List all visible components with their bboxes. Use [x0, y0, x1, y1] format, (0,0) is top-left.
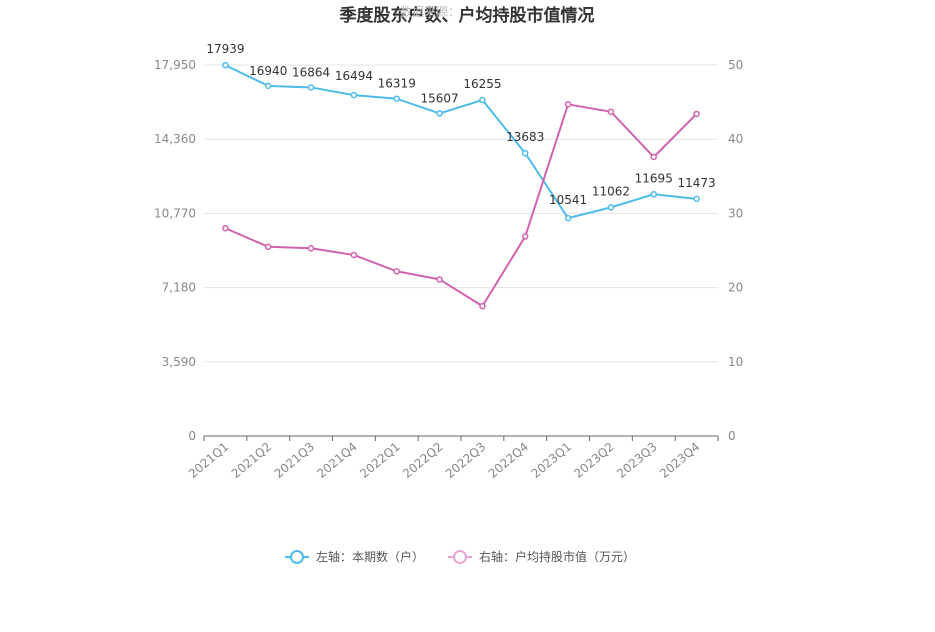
data-point	[222, 224, 229, 232]
legend-marker	[290, 550, 304, 564]
x-tick-label: 2022Q3	[443, 440, 488, 481]
data-point	[693, 110, 700, 118]
x-tick-label: 2022Q2	[400, 440, 445, 481]
data-point	[522, 233, 529, 240]
series-layer: 17939 16940 16864 16494 16319 15607 16255 13683…	[206, 42, 716, 310]
left-tick-label: 14,360	[154, 132, 196, 146]
data-label: 16940	[249, 64, 287, 78]
data-point	[393, 268, 400, 275]
data-point	[564, 101, 572, 108]
data-label: 11473	[677, 176, 715, 190]
legend[interactable]: 左轴：本期数（户） 右轴：户均持股市值（万元）	[285, 549, 635, 564]
legend-item-1[interactable]: 右轴：户均持股市值（万元）	[448, 549, 635, 564]
series-line-1	[225, 103, 698, 308]
data-point	[479, 302, 486, 310]
legend-label: 右轴：户均持股市值（万元）	[479, 549, 635, 564]
data-point	[265, 243, 272, 251]
data-point	[350, 251, 358, 259]
data-point	[350, 91, 358, 99]
data-label: 11062	[592, 184, 630, 198]
data-point	[522, 149, 529, 157]
data-point	[307, 245, 315, 252]
right-tick-label: 10	[728, 355, 743, 369]
x-tick-label: 2021Q4	[314, 440, 359, 481]
series-line-0	[224, 64, 697, 220]
right-tick-label: 40	[728, 132, 743, 146]
x-tick-label: 2023Q1	[529, 440, 574, 481]
left-tick-label: 3,590	[162, 355, 196, 369]
data-point	[393, 95, 400, 102]
chart-title: 季度股东户数、户均持股市值情况	[340, 5, 595, 26]
x-tick-label: 2021Q2	[229, 440, 274, 481]
data-label: 16319	[378, 77, 416, 91]
legend-marker	[453, 550, 467, 564]
watermark: 数据来源：	[400, 4, 460, 19]
data-point	[222, 61, 229, 69]
data-label: 10541	[549, 193, 587, 207]
right-tick-label: 0	[728, 429, 736, 443]
left-tick-label: 10,770	[154, 206, 196, 220]
legend-item-0[interactable]: 左轴：本期数（户）	[285, 549, 424, 564]
data-point	[693, 195, 700, 203]
right-axis: 0 10 20 30 40 50	[728, 58, 743, 443]
x-tick-label: 2022Q1	[357, 440, 402, 481]
data-label: 16494	[335, 69, 373, 83]
data-label: 16864	[292, 65, 330, 79]
data-label: 13683	[506, 130, 544, 144]
legend-label: 左轴：本期数（户）	[316, 549, 424, 564]
data-label: 15607	[420, 91, 458, 105]
data-point	[650, 153, 657, 161]
left-axis: 0 3,590 7,180 10,770 14,360 17,950	[154, 58, 196, 443]
right-tick-label: 20	[728, 281, 743, 295]
data-point	[307, 84, 315, 91]
x-tick-label: 2021Q1	[186, 440, 231, 481]
right-tick-label: 30	[728, 206, 743, 220]
data-point	[265, 82, 272, 90]
data-label: 16255	[463, 77, 501, 91]
left-tick-label: 0	[188, 429, 196, 443]
data-label: 17939	[206, 42, 244, 56]
data-point	[436, 110, 443, 117]
data-point	[564, 214, 572, 222]
x-tick-label: 2023Q3	[614, 440, 659, 481]
data-point	[607, 204, 615, 211]
data-point	[607, 108, 615, 115]
right-tick-label: 50	[728, 58, 743, 72]
grid-lines	[204, 64, 718, 363]
left-tick-label: 7,180	[162, 281, 196, 295]
x-tick-label: 2022Q4	[486, 440, 531, 481]
data-point	[650, 191, 657, 198]
x-tick-label: 2023Q2	[571, 440, 616, 481]
data-point	[436, 276, 443, 283]
data-point	[479, 96, 486, 104]
x-tick-label: 2023Q4	[657, 440, 702, 481]
data-label: 11695	[635, 171, 673, 185]
x-axis: 2021Q12021Q22021Q32021Q42022Q12022Q22022…	[186, 435, 719, 481]
left-tick-label: 17,950	[154, 58, 196, 72]
x-tick-label: 2021Q3	[272, 440, 317, 481]
